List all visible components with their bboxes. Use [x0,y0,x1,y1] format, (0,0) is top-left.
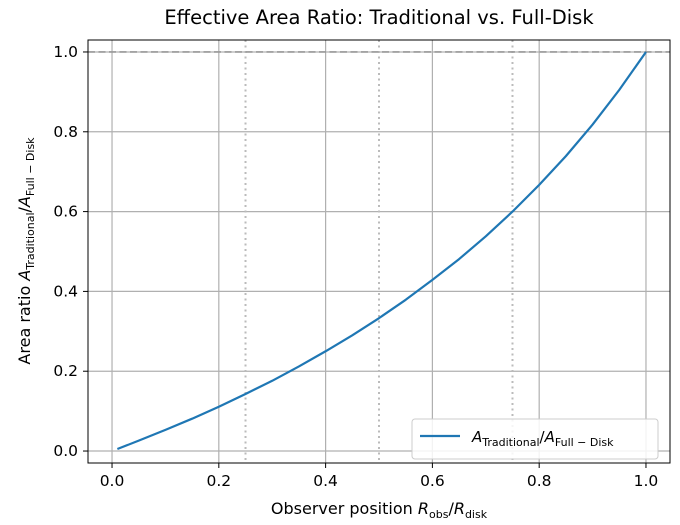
x-tick-label: 0.6 [420,472,445,490]
x-tick-label: 0.0 [100,472,125,490]
y-tick-label: 0.0 [53,442,78,460]
grid-lines [88,40,670,463]
x-tick-label: 1.0 [634,472,659,490]
tick-marks [83,51,647,468]
x-tick-label: 0.2 [206,472,231,490]
x-tick-label: 0.4 [313,472,338,490]
y-axis-label: Area ratio ATraditional/AFull − Disk [15,137,37,365]
x-axis-label: Observer position Robs/Rdisk [271,499,488,521]
y-tick-label: 0.2 [53,362,78,380]
chart-title: Effective Area Ratio: Traditional vs. Fu… [164,6,594,29]
series-layer [116,51,647,451]
y-tick-label: 1.0 [53,43,78,61]
y-tick-label: 0.4 [53,282,78,300]
legend-label: ATraditional/AFull − Disk [471,428,614,449]
reference-lines [88,40,670,463]
legend: ATraditional/AFull − Disk [411,418,659,460]
legend-box [411,418,659,460]
x-tick-label: 0.8 [527,472,552,490]
series-line [116,51,647,451]
plot-frame [87,39,671,464]
y-tick-label: 0.8 [53,123,78,141]
y-tick-label: 0.6 [53,203,78,221]
